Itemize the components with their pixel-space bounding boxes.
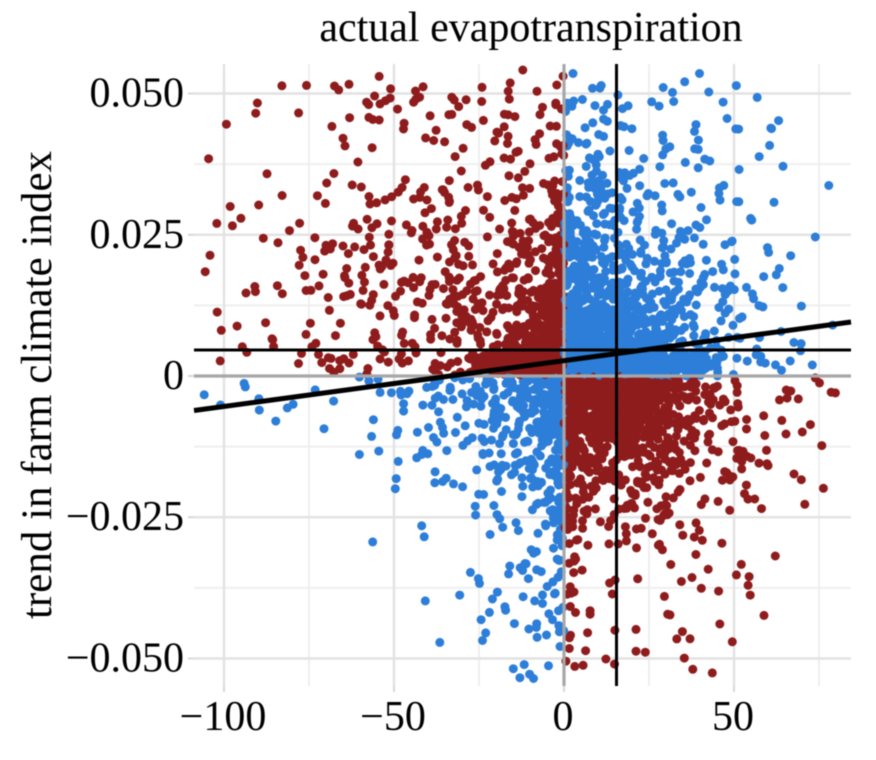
svg-text:0.025: 0.025 (90, 212, 185, 258)
svg-text:trend in farm climate index: trend in farm climate index (14, 151, 61, 619)
svg-text:0: 0 (553, 694, 574, 740)
svg-text:50: 50 (712, 694, 754, 740)
svg-text:−50: −50 (360, 694, 426, 740)
svg-text:−0.050: −0.050 (66, 636, 184, 682)
svg-text:−0.025: −0.025 (66, 494, 184, 540)
svg-text:0.050: 0.050 (90, 71, 185, 117)
svg-text:0: 0 (163, 353, 184, 399)
svg-text:actual evapotranspiration: actual evapotranspiration (319, 5, 742, 51)
svg-text:−100: −100 (180, 694, 267, 740)
